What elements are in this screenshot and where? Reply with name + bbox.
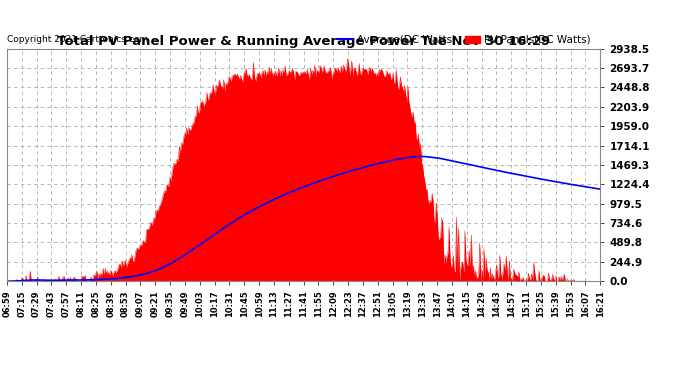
Title: Total PV Panel Power & Running Average Power Tue Nov 30 16:29: Total PV Panel Power & Running Average P… [57, 34, 550, 48]
Legend: Average(DC Watts), PV Panels(DC Watts): Average(DC Watts), PV Panels(DC Watts) [333, 31, 595, 49]
Text: Copyright 2021 Cartronics.com: Copyright 2021 Cartronics.com [7, 35, 148, 44]
